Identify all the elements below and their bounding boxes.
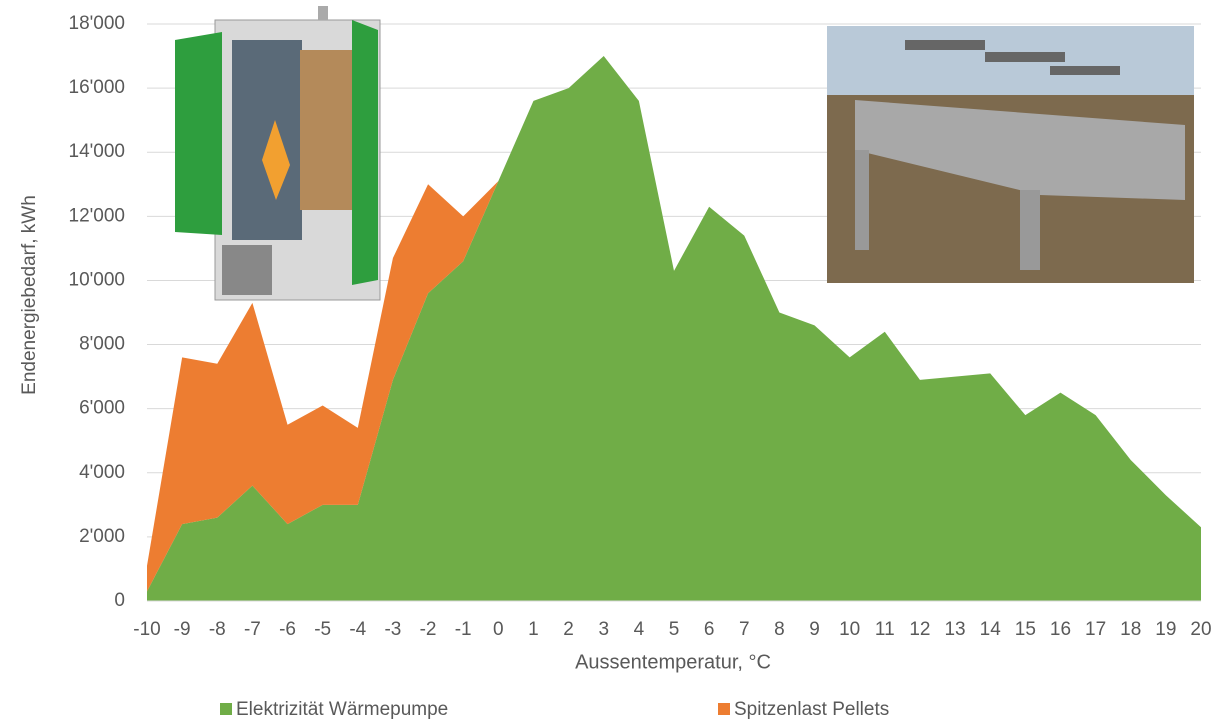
y-tick-label: 18'000 bbox=[69, 13, 125, 34]
y-tick-label: 2'000 bbox=[79, 526, 125, 547]
y-axis-title: Endenergiebedarf, kWh bbox=[19, 195, 40, 395]
legend-label: Spitzenlast Pellets bbox=[734, 699, 889, 720]
x-tick-label: -4 bbox=[349, 619, 366, 640]
x-axis-title: Aussentemperatur, °C bbox=[575, 651, 771, 673]
area bbox=[147, 56, 1201, 602]
x-tick-label: -10 bbox=[133, 619, 160, 640]
y-tick-label: 0 bbox=[114, 590, 125, 611]
x-tick-label: 10 bbox=[839, 619, 860, 640]
x-tick-label: 18 bbox=[1120, 619, 1141, 640]
x-tick-label: 11 bbox=[875, 619, 895, 640]
x-tick-label: 16 bbox=[1050, 619, 1071, 640]
legend-swatch bbox=[718, 703, 730, 715]
x-tick-label: 13 bbox=[944, 619, 965, 640]
x-tick-label: 19 bbox=[1155, 619, 1176, 640]
x-tick-label: -1 bbox=[455, 619, 472, 640]
y-tick-label: 16'000 bbox=[69, 77, 125, 98]
x-tick-label: 2 bbox=[563, 619, 574, 640]
legend-swatch bbox=[220, 703, 232, 715]
y-tick-label: 14'000 bbox=[69, 141, 125, 162]
x-tick-label: 20 bbox=[1190, 619, 1211, 640]
x-tick-label: 6 bbox=[704, 619, 715, 640]
y-tick-label: 8'000 bbox=[79, 334, 125, 355]
x-tick-label: -6 bbox=[279, 619, 296, 640]
x-tick-label: -2 bbox=[420, 619, 437, 640]
x-tick-label: 9 bbox=[809, 619, 820, 640]
x-tick-label: 7 bbox=[739, 619, 750, 640]
y-tick-label: 10'000 bbox=[69, 269, 125, 290]
legend-label: Elektrizität Wärmepumpe bbox=[236, 699, 448, 720]
x-tick-label: 15 bbox=[1015, 619, 1036, 640]
x-tick-label: 4 bbox=[634, 619, 645, 640]
x-tick-label: -5 bbox=[314, 619, 331, 640]
x-tick-label: 5 bbox=[669, 619, 680, 640]
x-tick-label: 1 bbox=[528, 619, 539, 640]
x-tick-label: 0 bbox=[493, 619, 504, 640]
y-tick-label: 6'000 bbox=[79, 398, 125, 419]
x-tick-label: -8 bbox=[209, 619, 226, 640]
y-tick-label: 12'000 bbox=[69, 205, 125, 226]
x-tick-label: 12 bbox=[909, 619, 930, 640]
x-tick-label: -3 bbox=[384, 619, 401, 640]
x-tick-label: 14 bbox=[980, 619, 1002, 640]
x-tick-label: -9 bbox=[174, 619, 191, 640]
x-tick-label: -7 bbox=[244, 619, 261, 640]
cooler-photo bbox=[827, 26, 1194, 283]
x-tick-label: 17 bbox=[1085, 619, 1106, 640]
boiler-illustration bbox=[175, 6, 381, 301]
x-tick-label: 8 bbox=[774, 619, 785, 640]
y-tick-label: 4'000 bbox=[79, 462, 125, 483]
x-tick-label: 3 bbox=[598, 619, 609, 640]
